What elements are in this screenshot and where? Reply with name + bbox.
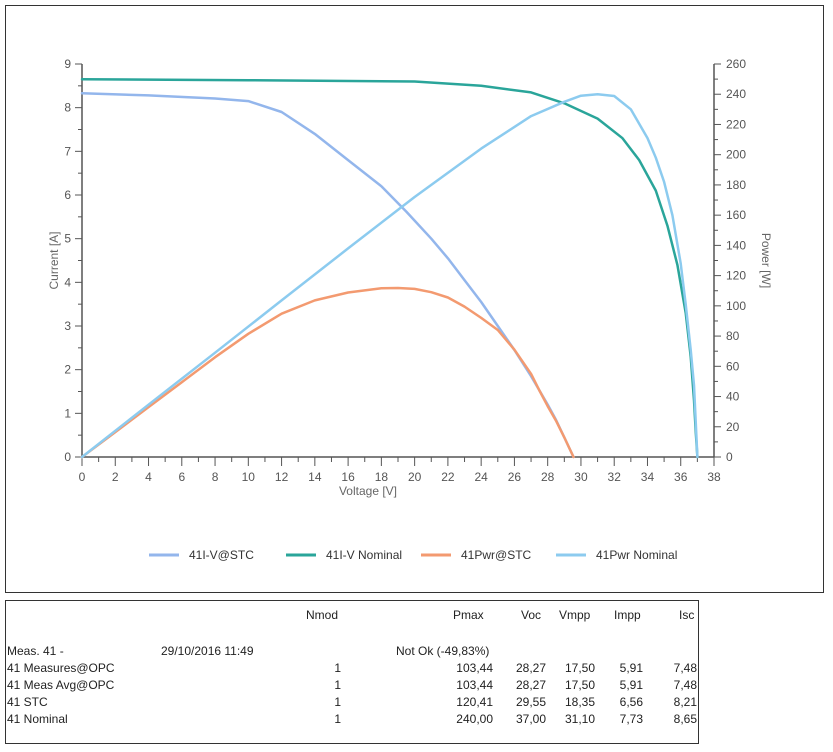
row-isc: 8,65 — [673, 712, 697, 726]
row-voc: 29,55 — [515, 695, 546, 709]
row-pmax: 240,00 — [456, 712, 493, 726]
x-tick-label: 2 — [112, 470, 119, 484]
series-line-3 — [80, 92, 699, 459]
row-voc: 37,00 — [515, 712, 546, 726]
row-impp: 5,91 — [619, 661, 643, 675]
row-nmod: 1 — [334, 661, 341, 675]
legend-label-0: 41I-V@STC — [189, 548, 254, 562]
row-vmpp: 31,10 — [564, 712, 595, 726]
x-tick-label: 26 — [508, 470, 522, 484]
x-tick-label: 18 — [375, 470, 389, 484]
row-voc: 28,27 — [515, 661, 546, 675]
x-tick-label: 6 — [178, 470, 185, 484]
y-right-tick-label: 220 — [726, 117, 746, 131]
y-right-tick-label: 0 — [726, 450, 733, 464]
y-right-axis-title: Power [W] — [759, 233, 773, 288]
row-pmax: 103,44 — [456, 678, 493, 692]
row-nmod: 1 — [334, 712, 341, 726]
x-tick-label: 14 — [308, 470, 322, 484]
row-impp: 5,91 — [619, 678, 643, 692]
row-label: 41 Nominal — [7, 712, 68, 726]
x-tick-label: 32 — [608, 470, 622, 484]
series-line-2 — [80, 286, 575, 459]
x-axis-title: Voltage [V] — [339, 484, 397, 498]
x-tick-label: 28 — [541, 470, 555, 484]
legend-label-1: 41I-V Nominal — [326, 548, 402, 562]
y-left-tick-label: 0 — [64, 450, 71, 464]
y-right-tick-label: 260 — [726, 57, 746, 71]
chart-legend[interactable]: 41I-V@STC 41I-V Nominal 41Pwr@STC 41Pwr Nom… — [149, 548, 677, 562]
header-impp: Impp — [614, 608, 641, 622]
x-tick-label: 8 — [212, 470, 219, 484]
x-tick-label: 30 — [574, 470, 588, 484]
header-nmod: Nmod — [306, 608, 339, 622]
y-right-tick-label: 240 — [726, 87, 746, 101]
chart-series — [80, 78, 699, 459]
meas-date: 29/10/2016 11:49 — [161, 644, 254, 658]
y-right-tick-label: 80 — [726, 329, 740, 343]
row-label: 41 Meas Avg@OPC — [7, 678, 115, 692]
row-vmpp: 18,35 — [564, 695, 595, 709]
row-voc: 28,27 — [515, 678, 546, 692]
header-voc: Voc — [521, 608, 542, 622]
legend-label-2: 41Pwr@STC — [461, 548, 532, 562]
y-left-tick-label: 3 — [64, 319, 71, 333]
row-nmod: 1 — [334, 695, 341, 709]
x-tick-label: 10 — [242, 470, 256, 484]
y-right-tick-label: 100 — [726, 299, 746, 313]
x-tick-label: 24 — [474, 470, 488, 484]
row-isc: 7,48 — [673, 661, 697, 675]
legend-label-3: 41Pwr Nominal — [596, 548, 677, 562]
y-right-tick-label: 160 — [726, 208, 746, 222]
measurement-table: Nmod Pmax Voc Vmpp Impp Isc Meas. 41 - 2… — [5, 600, 699, 744]
row-impp: 6,56 — [619, 695, 643, 709]
y-left-tick-label: 9 — [64, 57, 71, 71]
series-line-1 — [80, 78, 699, 459]
y-left-tick-label: 2 — [64, 363, 71, 377]
x-tick-label: 0 — [79, 470, 86, 484]
header-vmpp: Vmpp — [559, 608, 591, 622]
row-label: 41 STC — [7, 695, 48, 709]
x-tick-label: 16 — [341, 470, 355, 484]
y-right-tick-label: 40 — [726, 390, 740, 404]
x-tick-label: 4 — [145, 470, 152, 484]
y-right-tick-label: 180 — [726, 178, 746, 192]
iv-power-chart: 0 2 4 6 8 10 12 14 16 18 20 22 24 26 28 30 32 34 36 3801234… — [47, 57, 773, 562]
row-vmpp: 17,50 — [564, 661, 595, 675]
row-isc: 8,21 — [673, 695, 697, 709]
x-tick-label: 36 — [674, 470, 688, 484]
row-pmax: 120,41 — [456, 695, 493, 709]
y-right-tick-label: 140 — [726, 238, 746, 252]
x-tick-label: 22 — [441, 470, 455, 484]
y-right-tick-label: 60 — [726, 359, 740, 373]
y-right-tick-label: 20 — [726, 420, 740, 434]
row-isc: 7,48 — [673, 678, 697, 692]
row-vmpp: 17,50 — [564, 678, 595, 692]
meas-status: Not Ok (-49,83%) — [396, 644, 490, 658]
header-pmax: Pmax — [453, 608, 484, 622]
x-tick-label: 12 — [275, 470, 289, 484]
y-left-tick-label: 7 — [64, 144, 71, 158]
y-left-axis-title: Current [A] — [47, 231, 61, 289]
y-left-tick-label: 6 — [64, 188, 71, 202]
x-tick-label: 34 — [641, 470, 655, 484]
row-pmax: 103,44 — [456, 661, 493, 675]
chart-axes: 0 2 4 6 8 10 12 14 16 18 20 22 24 26 28 30 32 34 36 3801234… — [47, 57, 773, 498]
y-right-tick-label: 200 — [726, 148, 746, 162]
header-isc: Isc — [679, 608, 695, 622]
y-right-tick-label: 120 — [726, 269, 746, 283]
y-left-tick-label: 1 — [64, 406, 71, 420]
y-left-tick-label: 4 — [64, 275, 71, 289]
x-tick-label: 38 — [707, 470, 721, 484]
meas-label: Meas. 41 - — [7, 644, 64, 658]
y-left-tick-label: 5 — [64, 232, 71, 246]
row-label: 41 Measures@OPC — [7, 661, 115, 675]
chart-panel: 0 2 4 6 8 10 12 14 16 18 20 22 24 26 28 30 32 34 36 38 0 1 2 3 4… — [5, 5, 824, 593]
row-impp: 7,73 — [619, 712, 643, 726]
row-nmod: 1 — [334, 678, 341, 692]
y-left-tick-label: 8 — [64, 101, 71, 115]
x-tick-label: 20 — [408, 470, 422, 484]
